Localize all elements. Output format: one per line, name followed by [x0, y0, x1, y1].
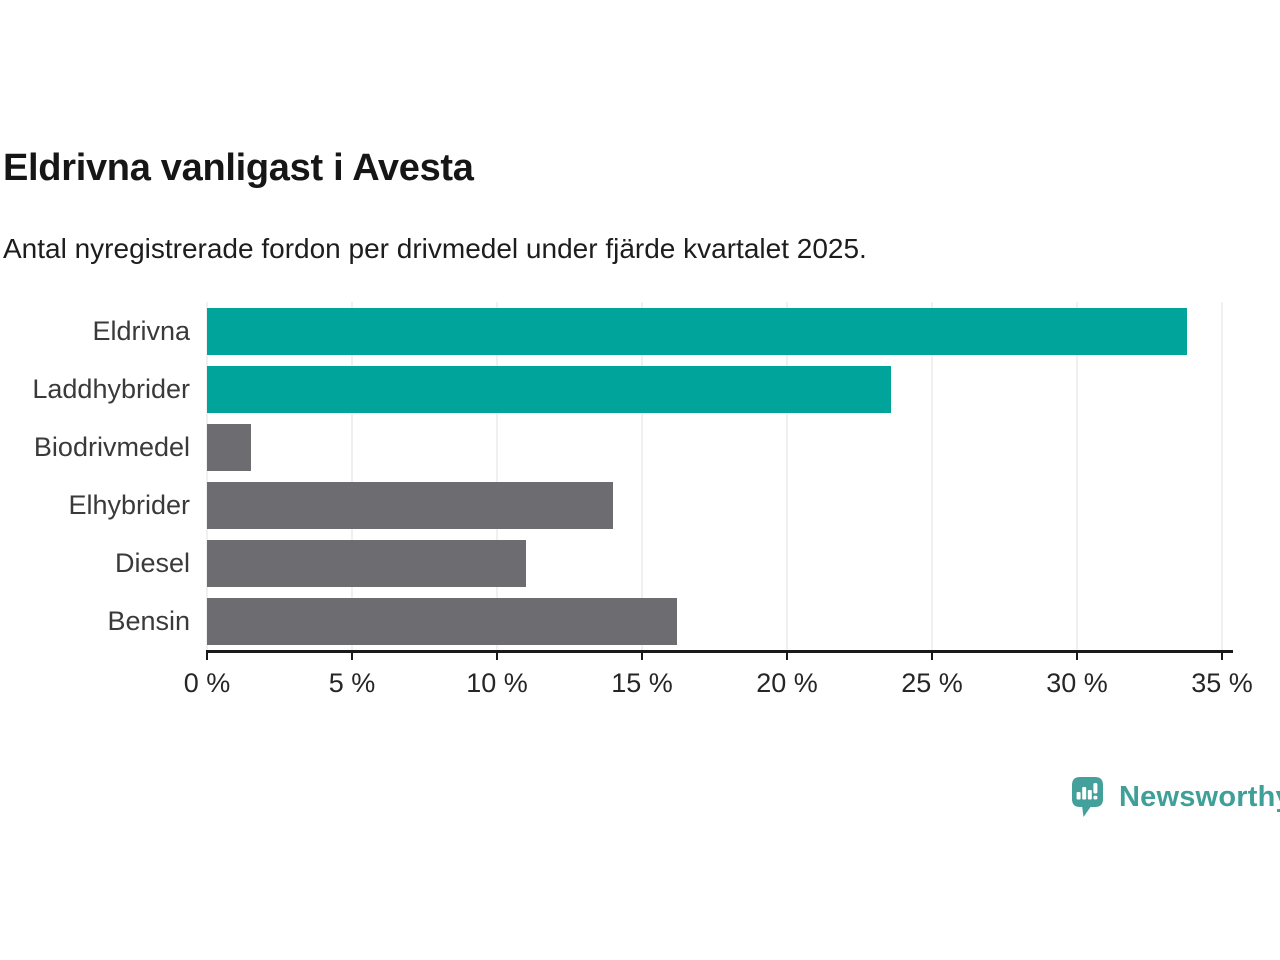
bar-bensin	[207, 597, 677, 645]
axis-tick	[641, 650, 643, 660]
gridline	[641, 302, 643, 650]
category-label: Elhybrider	[68, 489, 190, 520]
bar-laddhybrider	[207, 365, 892, 413]
axis-tick	[931, 650, 933, 660]
x-axis: 0 % 5 % 10 % 15 % 20 % 25 % 30 % 35 %	[184, 650, 1253, 702]
bar-track	[207, 534, 1222, 592]
plot-area: Eldrivna Laddhybrider Biodrivmedel Elhybrid…	[0, 302, 1223, 650]
bar-eldrivna	[207, 307, 1188, 355]
gridlines	[206, 302, 1223, 650]
chart-row: Diesel	[0, 534, 1222, 592]
chart-row: Laddhybrider	[0, 360, 1222, 418]
bar-track	[207, 418, 1222, 476]
x-axis-tick-label: 0 %	[183, 668, 231, 698]
gridline	[931, 302, 933, 650]
gridline	[351, 302, 353, 650]
branding: Newsworthy	[1072, 775, 1280, 819]
axis-tick	[496, 650, 498, 660]
bar-biodrivmedel	[207, 423, 251, 471]
x-axis-tick-label: 25 %	[901, 668, 963, 698]
x-axis-tick-label: 15 %	[611, 668, 673, 698]
newsworthy-logo-icon	[1072, 777, 1103, 817]
gridline	[786, 302, 788, 650]
axis-tick	[786, 650, 788, 660]
gridline	[1076, 302, 1078, 650]
x-axis-tick-label: 5 %	[328, 668, 376, 698]
bar-diesel	[207, 539, 526, 587]
x-axis-tick-label: 10 %	[466, 668, 528, 698]
bar-rows: Eldrivna Laddhybrider Biodrivmedel Elhybrid…	[0, 302, 1222, 650]
bar-chart: Eldrivna Laddhybrider Biodrivmedel Elhybrid…	[0, 302, 1253, 702]
gridline	[206, 302, 208, 650]
chart-row: Elhybrider	[0, 476, 1222, 534]
category-label: Biodrivmedel	[33, 431, 190, 462]
chart-title: Eldrivna vanligast i Avesta	[3, 147, 474, 189]
axis-tick	[206, 650, 208, 660]
chart-row: Bensin	[0, 592, 1222, 650]
gridline	[1221, 302, 1223, 650]
axis-tick	[1076, 650, 1078, 660]
x-axis-tick-label: 35 %	[1191, 668, 1253, 698]
category-label: Bensin	[107, 605, 190, 636]
bar-track	[207, 592, 1222, 650]
bar-elhybrider	[207, 481, 613, 529]
chart-subtitle: Antal nyregistrerade fordon per drivmede…	[3, 233, 867, 264]
bar-track	[207, 302, 1222, 360]
chart-row: Eldrivna	[0, 302, 1222, 360]
bar-track	[207, 476, 1222, 534]
category-label: Laddhybrider	[32, 373, 190, 404]
axis-tick	[351, 650, 353, 660]
axis-tick	[1221, 650, 1223, 660]
category-label: Eldrivna	[92, 315, 190, 346]
x-axis-tick-label: 20 %	[756, 668, 818, 698]
category-label: Diesel	[114, 547, 190, 578]
chart-row: Biodrivmedel	[0, 418, 1222, 476]
x-axis-line	[207, 650, 1233, 653]
newsworthy-wordmark: Newsworthy	[1119, 780, 1280, 813]
bar-track	[207, 360, 1222, 418]
x-axis-tick-label: 30 %	[1046, 668, 1108, 698]
gridline	[496, 302, 498, 650]
